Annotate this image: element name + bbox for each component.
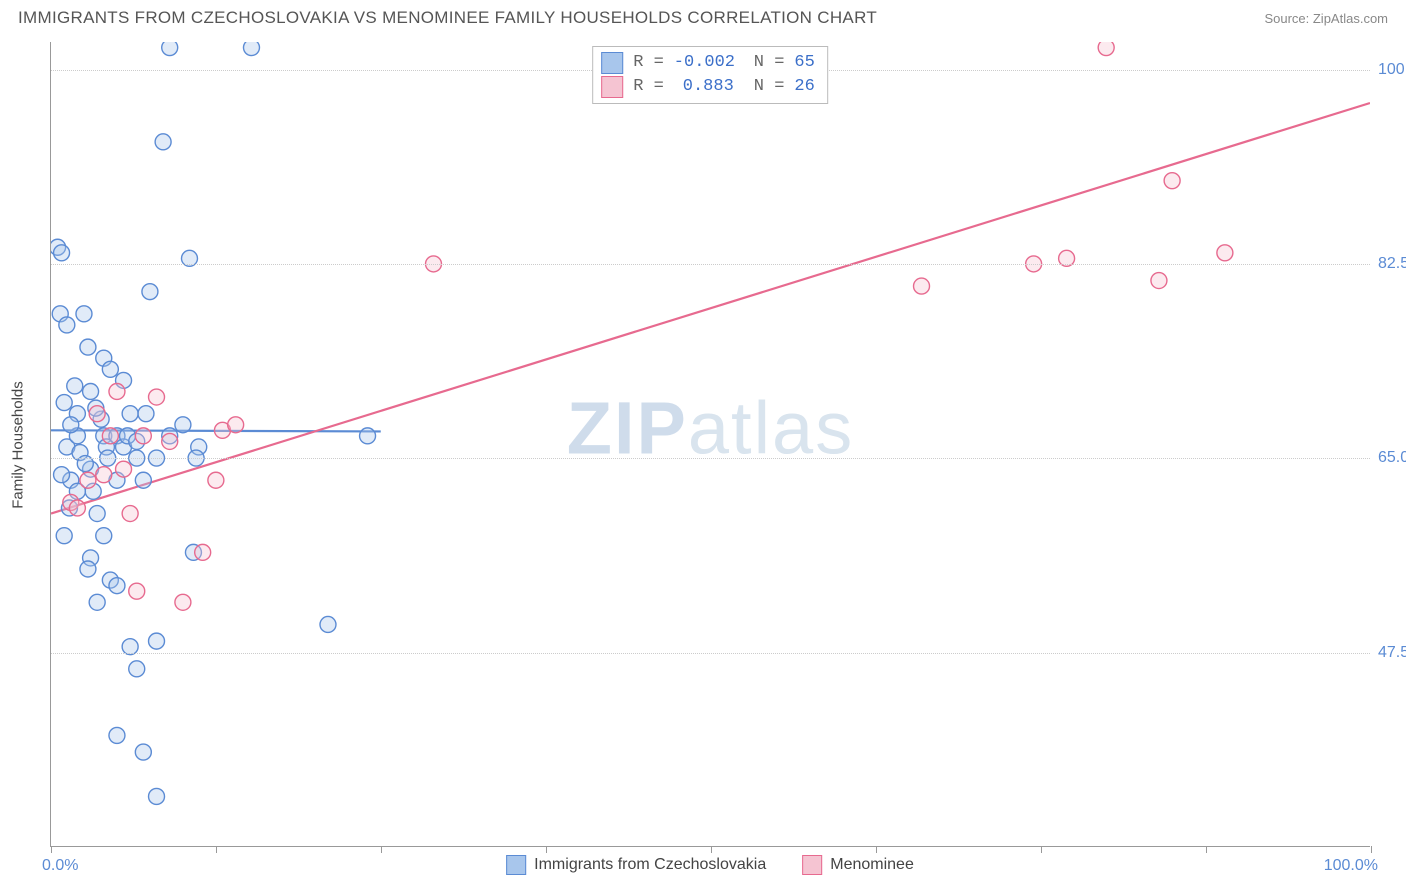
x-tick [876, 846, 877, 853]
data-point [175, 594, 191, 610]
n-value-blue: 65 [790, 51, 814, 75]
x-tick [51, 846, 52, 853]
data-point [162, 42, 178, 56]
x-tick [711, 846, 712, 853]
data-point [914, 278, 930, 294]
gridline [51, 264, 1370, 265]
legend-swatch-blue [506, 855, 526, 875]
chart-title: IMMIGRANTS FROM CZECHOSLOVAKIA VS MENOMI… [18, 8, 877, 28]
data-point [142, 284, 158, 300]
data-point [320, 616, 336, 632]
corr-row-blue: R = -0.002 N = 65 [601, 51, 815, 75]
data-point [122, 506, 138, 522]
gridline [51, 458, 1370, 459]
data-point [135, 744, 151, 760]
bottom-legend: Immigrants from Czechoslovakia Menominee [506, 855, 914, 875]
r-label: R = [633, 51, 664, 75]
n-label: N = [754, 75, 785, 99]
data-point [67, 378, 83, 394]
corr-swatch-blue [601, 52, 623, 74]
data-point [175, 417, 191, 433]
data-point [1098, 42, 1114, 56]
data-point [76, 306, 92, 322]
data-point [228, 417, 244, 433]
data-point [96, 528, 112, 544]
corr-row-pink: R = 0.883 N = 26 [601, 75, 815, 99]
data-point [96, 467, 112, 483]
data-point [80, 561, 96, 577]
data-point [89, 506, 105, 522]
source-label: Source: ZipAtlas.com [1264, 11, 1388, 26]
legend-label-blue: Immigrants from Czechoslovakia [534, 856, 766, 874]
r-value-pink: 0.883 [670, 75, 734, 99]
data-point [54, 245, 70, 261]
data-point [135, 428, 151, 444]
x-tick [381, 846, 382, 853]
data-point [129, 583, 145, 599]
data-point [102, 361, 118, 377]
data-point [63, 417, 79, 433]
data-point [138, 406, 154, 422]
x-tick [546, 846, 547, 853]
trend-line [51, 103, 1370, 514]
data-point [360, 428, 376, 444]
plot-area: ZIPatlas 47.5%65.0%82.5%100.0% [50, 42, 1370, 847]
x-tick [216, 846, 217, 853]
data-point [109, 383, 125, 399]
n-value-pink: 26 [790, 75, 814, 99]
n-label: N = [754, 51, 785, 75]
data-point [135, 472, 151, 488]
data-point [80, 472, 96, 488]
data-point [116, 461, 132, 477]
y-tick-label: 47.5% [1370, 644, 1406, 662]
data-point [89, 406, 105, 422]
data-point [56, 528, 72, 544]
y-tick-label: 82.5% [1370, 255, 1406, 273]
data-point [83, 383, 99, 399]
data-point [102, 428, 118, 444]
data-point [129, 661, 145, 677]
y-tick-label: 100.0% [1370, 61, 1406, 79]
data-point [162, 433, 178, 449]
data-point [54, 467, 70, 483]
data-point [109, 578, 125, 594]
data-point [122, 406, 138, 422]
data-point [1164, 173, 1180, 189]
r-value-blue: -0.002 [670, 51, 734, 75]
data-point [243, 42, 259, 56]
x-tick [1206, 846, 1207, 853]
legend-item-blue: Immigrants from Czechoslovakia [506, 855, 766, 875]
corr-swatch-pink [601, 76, 623, 98]
data-point [56, 395, 72, 411]
data-point [59, 317, 75, 333]
chart-area: ZIPatlas 47.5%65.0%82.5%100.0% Family Ho… [50, 42, 1370, 847]
x-tick [1041, 846, 1042, 853]
y-tick-label: 65.0% [1370, 449, 1406, 467]
data-point [109, 727, 125, 743]
x-tick [1371, 846, 1372, 853]
data-point [69, 500, 85, 516]
data-point [1151, 273, 1167, 289]
legend-label-pink: Menominee [830, 856, 914, 874]
y-axis-title: Family Households [10, 381, 27, 509]
data-point [155, 134, 171, 150]
data-point [195, 544, 211, 560]
data-point [80, 339, 96, 355]
data-point [149, 788, 165, 804]
gridline [51, 653, 1370, 654]
scatter-svg [51, 42, 1370, 846]
correlation-legend: R = -0.002 N = 65 R = 0.883 N = 26 [592, 46, 828, 104]
x-axis-min-label: 0.0% [42, 857, 78, 875]
data-point [149, 389, 165, 405]
data-point [1217, 245, 1233, 261]
r-label: R = [633, 75, 664, 99]
data-point [208, 472, 224, 488]
legend-swatch-pink [802, 855, 822, 875]
data-point [89, 594, 105, 610]
x-axis-max-label: 100.0% [1324, 857, 1378, 875]
data-point [149, 633, 165, 649]
legend-item-pink: Menominee [802, 855, 914, 875]
